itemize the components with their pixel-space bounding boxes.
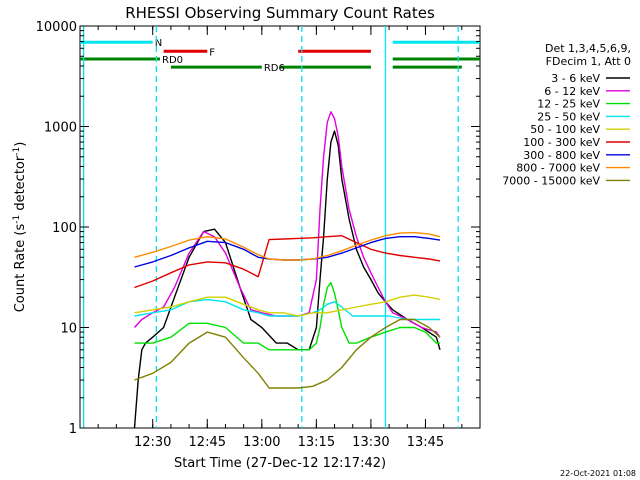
y-label-sup2: -1 bbox=[12, 147, 22, 156]
legend-label: 800 - 7000 keV bbox=[516, 162, 600, 175]
legend-label: 12 - 25 keV bbox=[537, 98, 600, 111]
y-label-sup1: -1 bbox=[12, 215, 22, 224]
legend-label: 6 - 12 keV bbox=[544, 85, 600, 98]
x-tick-label: 12:30 bbox=[134, 435, 171, 450]
flag-label-n: N bbox=[155, 38, 162, 49]
legend-header-1: Det 1,3,4,5,6,9, bbox=[545, 42, 631, 55]
flag-label-rd0: RD0 bbox=[162, 55, 183, 66]
series-line-2 bbox=[133, 111, 441, 338]
x-tick-label: 13:00 bbox=[243, 435, 280, 450]
chart-title: RHESSI Observing Summary Count Rates bbox=[125, 4, 435, 22]
legend-label: 7000 - 15000 keV bbox=[502, 174, 600, 187]
flag-label-rd6: RD6 bbox=[264, 63, 285, 74]
y-tick-label: 10 bbox=[60, 322, 77, 337]
legend-label: 50 - 100 keV bbox=[530, 123, 600, 136]
y-axis-label: Count Rate (s-1 detector-1) bbox=[12, 142, 28, 313]
y-label-end: ) bbox=[13, 142, 28, 147]
series-line-1 bbox=[133, 130, 441, 429]
series-line-9 bbox=[134, 318, 441, 389]
flag-bars: N F RD0 RD6 bbox=[80, 38, 480, 74]
x-axis-ticks: 12:30 12:45 13:00 13:15 13:30 13:45 bbox=[97, 26, 463, 450]
legend-label: 25 - 50 keV bbox=[537, 110, 600, 123]
legend-label: 300 - 800 keV bbox=[523, 149, 600, 162]
series-line-8 bbox=[134, 231, 441, 261]
flag-label-f: F bbox=[209, 47, 215, 58]
series-line-7 bbox=[134, 236, 441, 268]
x-tick-label: 13:30 bbox=[352, 435, 389, 450]
y-tick-label: 1000 bbox=[44, 121, 77, 136]
legend-label: 100 - 300 keV bbox=[523, 136, 600, 149]
x-tick-label: 12:45 bbox=[189, 435, 226, 450]
x-axis-label: Start Time (27-Dec-12 12:17:42) bbox=[174, 456, 386, 471]
y-tick-label: 1 bbox=[69, 422, 77, 437]
legend-label: 3 - 6 keV bbox=[551, 72, 600, 85]
y-label-main: Count Rate (s bbox=[13, 224, 28, 313]
timestamp: 22-Oct-2021 01:08 bbox=[560, 469, 636, 478]
series-line-3 bbox=[134, 281, 440, 351]
x-tick-label: 13:45 bbox=[407, 435, 444, 450]
x-tick-label: 13:15 bbox=[298, 435, 335, 450]
series-lines bbox=[133, 111, 441, 429]
series-line-4 bbox=[134, 298, 440, 321]
y-axis-ticks: 1 10 100 1000 10000 bbox=[36, 20, 480, 437]
series-line-6 bbox=[134, 235, 441, 289]
legend-header-2: FDecim 1, Att 0 bbox=[546, 55, 631, 68]
series-line-5 bbox=[134, 294, 441, 317]
y-tick-label: 10000 bbox=[36, 20, 77, 35]
y-tick-label: 100 bbox=[52, 221, 77, 236]
y-label-mid: detector bbox=[13, 155, 28, 215]
